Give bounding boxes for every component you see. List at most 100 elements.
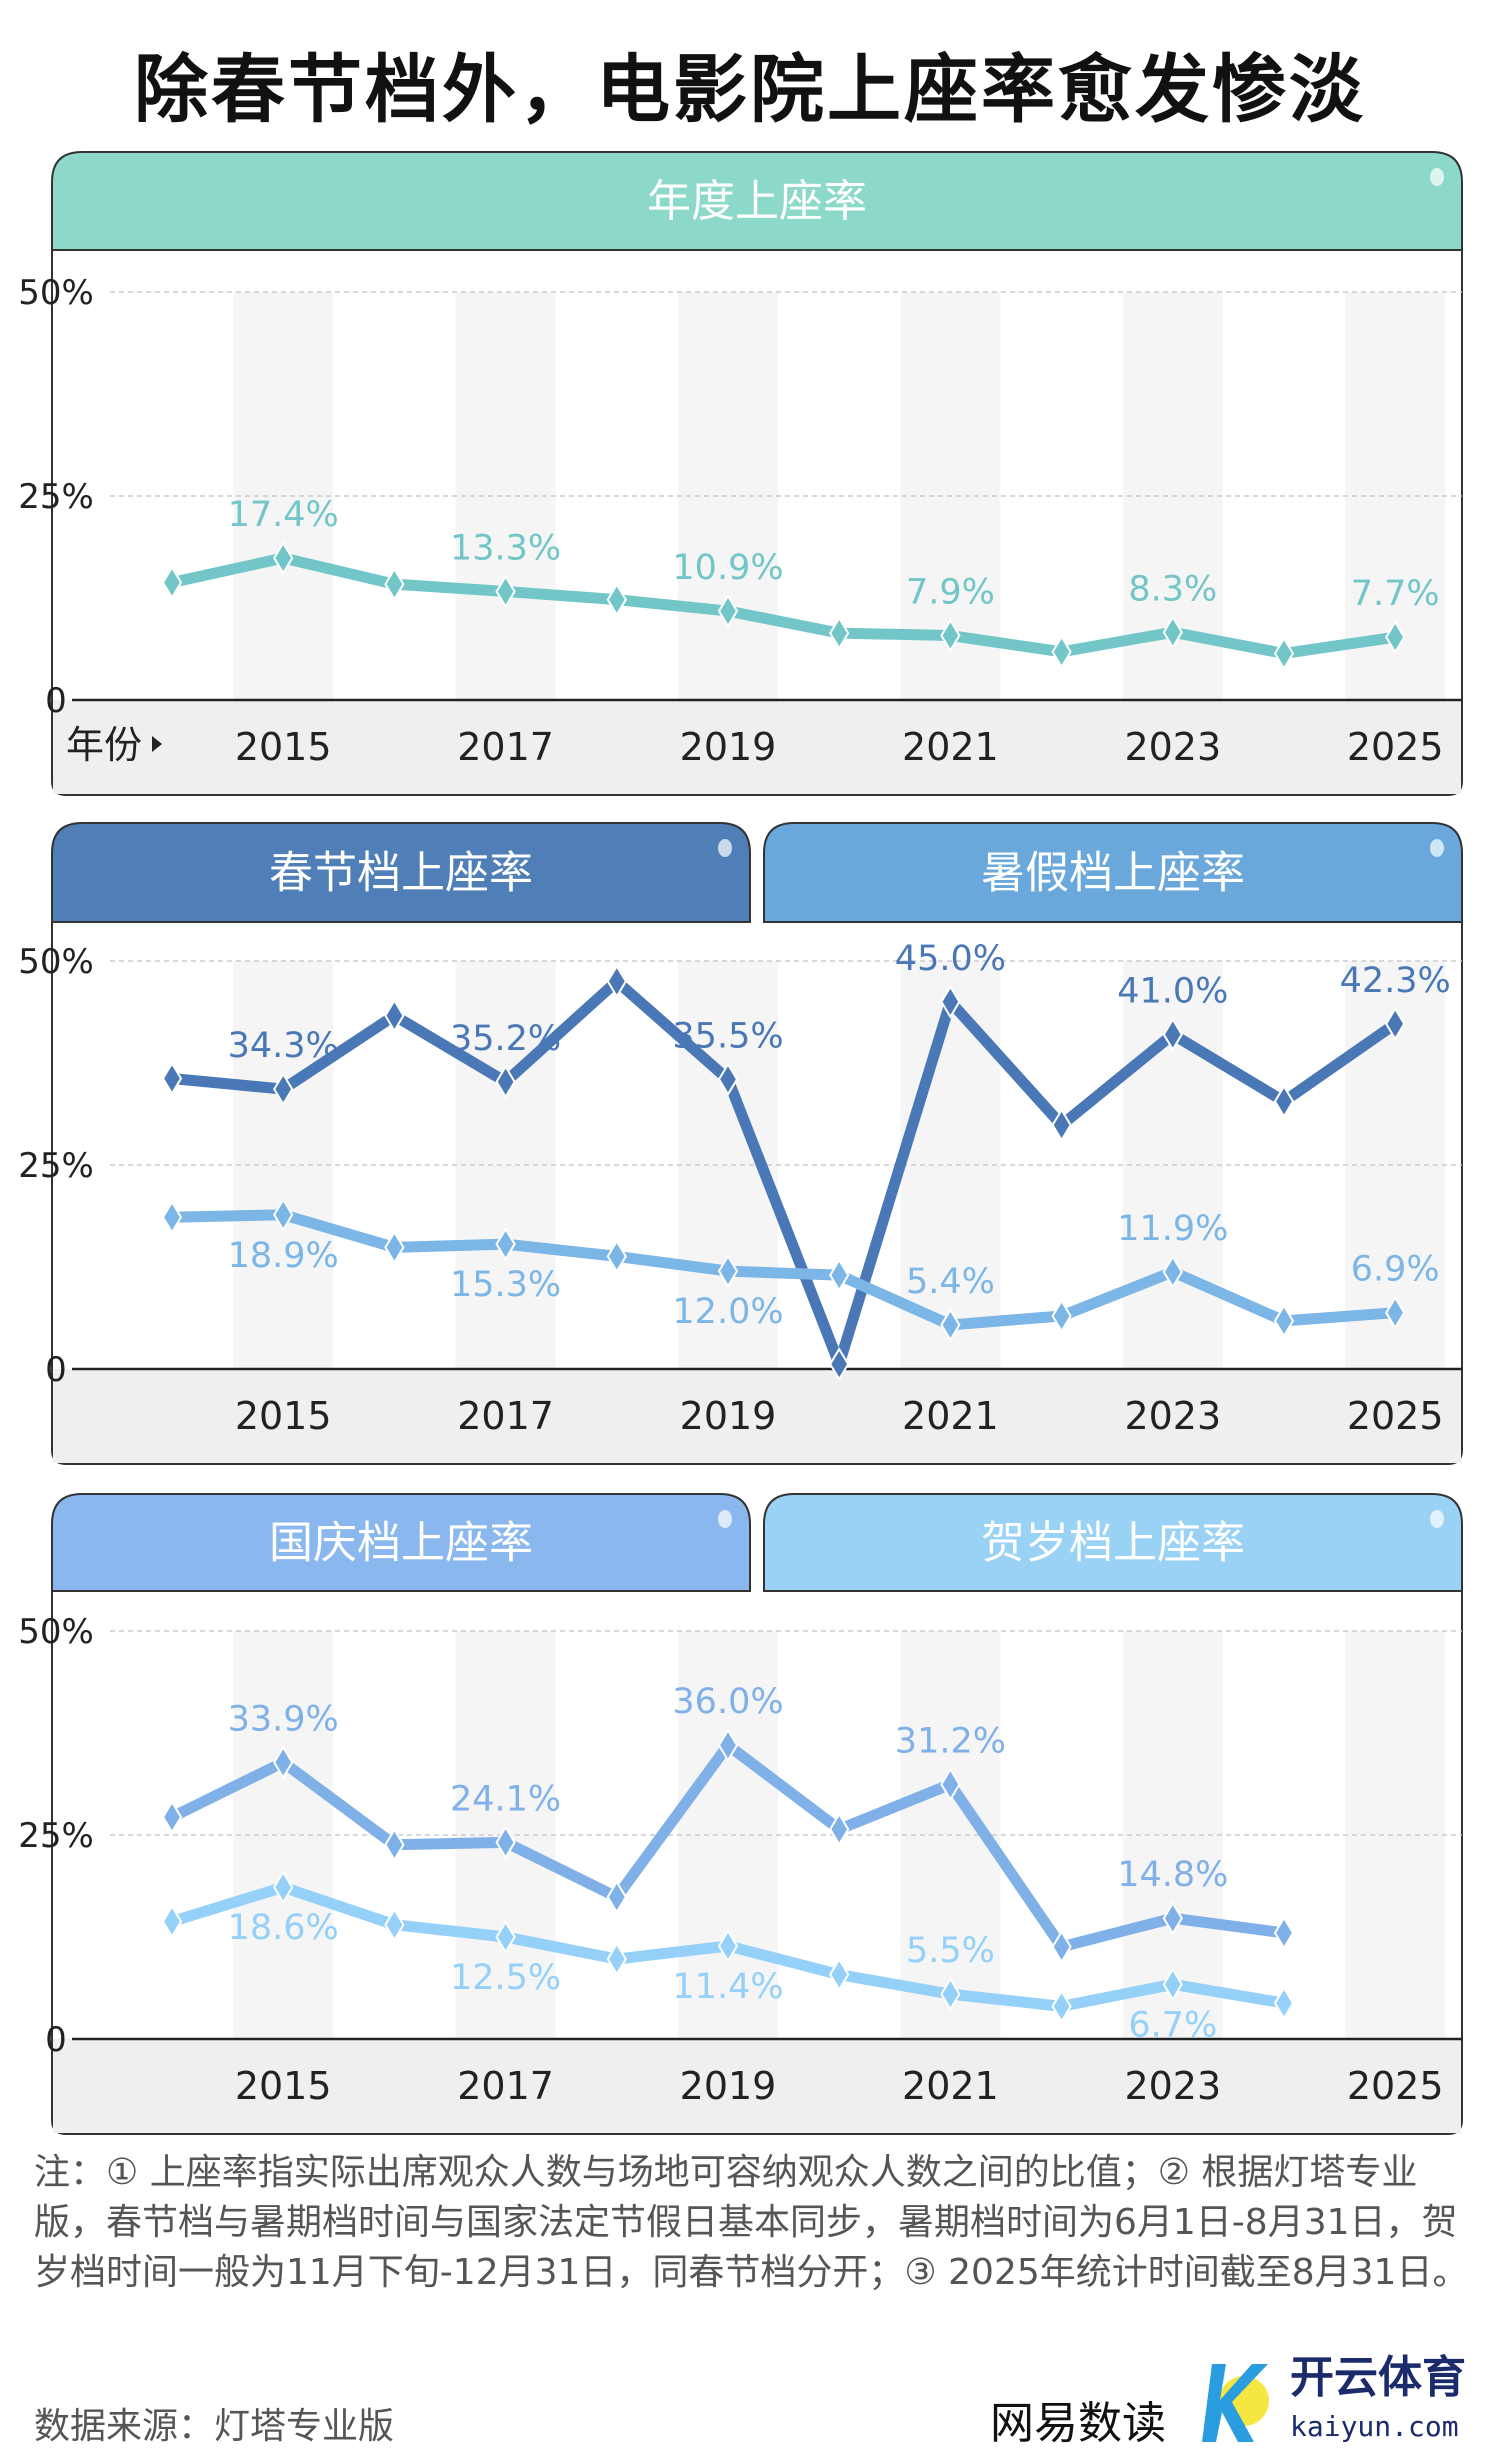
- data-label: 17.4%: [228, 495, 339, 535]
- page-title: 除春节档外，电影院上座率愈发惨淡: [134, 47, 1366, 133]
- data-point: [161, 1200, 183, 1235]
- x-tick-label: 2021: [902, 1394, 999, 1438]
- x-tick-label: 2025: [1347, 1394, 1444, 1438]
- data-point: [1051, 1108, 1072, 1142]
- header-dot-icon: [1430, 839, 1444, 857]
- charts-canvas: 年度上座率 50% 25% 0 2015 2017 2019 2021 2023 2025 年份 17…: [18, 151, 1463, 2135]
- data-point: [606, 582, 627, 617]
- data-point: [1051, 1929, 1072, 1964]
- data-point: [829, 1957, 850, 1992]
- watermark-k-icon: [1202, 2364, 1268, 2442]
- data-point: [384, 1230, 405, 1265]
- data-point: [161, 1800, 183, 1834]
- x-tick-label: 2017: [457, 725, 554, 769]
- column-band: [1345, 1631, 1446, 2039]
- x-tick-label: 2015: [235, 725, 332, 769]
- x-tick-label: 2021: [902, 725, 999, 769]
- data-point: [606, 1942, 627, 1976]
- data-point: [1051, 634, 1072, 669]
- x-tick-label: 2017: [457, 1394, 554, 1438]
- data-label: 12.0%: [672, 1292, 783, 1332]
- data-point: [495, 1064, 516, 1099]
- data-point: [273, 541, 294, 575]
- data-point: [940, 1307, 961, 1342]
- data-point: [940, 618, 961, 653]
- x-axis-band: [53, 2039, 1461, 2133]
- data-point: [161, 565, 183, 600]
- data-point: [273, 1197, 294, 1232]
- data-label: 7.7%: [1351, 574, 1440, 614]
- data-label: 35.2%: [450, 1019, 561, 1059]
- data-point: [1385, 1295, 1406, 1330]
- data-label: 35.5%: [672, 1016, 783, 1056]
- panel-header: [51, 1493, 751, 1592]
- data-label: 10.9%: [672, 548, 783, 588]
- watermark: 开云体育 kaiyun.com: [1190, 2352, 1490, 2456]
- watermark-url: kaiyun.com: [1290, 2410, 1459, 2443]
- data-source: 数据来源：灯塔专业版: [34, 2406, 395, 2447]
- data-label: 15.3%: [450, 1265, 561, 1305]
- data-point: [495, 1825, 516, 1860]
- panel-title: 春节档上座率: [269, 848, 533, 899]
- data-point: [606, 1880, 627, 1914]
- x-tick-label: 2021: [902, 2064, 999, 2108]
- y-tick-label: 25%: [18, 1146, 94, 1186]
- data-label: 41.0%: [1117, 971, 1228, 1011]
- chart-panel: 年度上座率 50% 25% 0 2015 2017 2019 2021 2023 2025 年份 17…: [18, 151, 1463, 796]
- data-point: [829, 1812, 850, 1847]
- x-axis-band: [53, 1369, 1461, 1463]
- data-label: 36.0%: [672, 1682, 783, 1722]
- chart-panel: 春节档上座率 暑假档上座率 50% 25% 0 2015 2017 2019 2021 2023 2…: [18, 822, 1463, 1465]
- y-tick-label: 0: [45, 681, 67, 721]
- data-point: [495, 1920, 516, 1954]
- panel-header: [51, 151, 1463, 251]
- data-point: [273, 1072, 294, 1107]
- watermark-logo-icon: [1190, 2356, 1280, 2446]
- data-point: [1051, 1299, 1072, 1333]
- data-point: [495, 574, 516, 609]
- x-tick-label: 2025: [1347, 2064, 1444, 2108]
- panel-header: [763, 822, 1463, 923]
- data-point: [384, 567, 405, 602]
- x-tick-label: 2019: [680, 2064, 777, 2108]
- data-point: [273, 1870, 294, 1905]
- x-tick-label: 2015: [235, 1394, 332, 1438]
- data-point: [1273, 1084, 1295, 1119]
- data-label: 18.9%: [228, 1236, 339, 1276]
- data-point: [717, 1728, 739, 1763]
- x-tick-label: 2015: [235, 2064, 332, 2108]
- y-tick-label: 50%: [18, 273, 94, 313]
- data-point: [717, 594, 739, 628]
- data-point: [829, 616, 850, 651]
- data-label: 5.4%: [906, 1262, 995, 1302]
- data-point: [1162, 1901, 1183, 1936]
- data-point: [1273, 1303, 1295, 1338]
- data-point: [717, 1929, 739, 1963]
- data-label: 18.6%: [228, 1908, 339, 1948]
- data-point: [384, 1907, 405, 1942]
- header-dot-icon: [1430, 1510, 1444, 1528]
- panel-header: [763, 1493, 1463, 1592]
- series-line: [171, 975, 1399, 1370]
- x-axis-label: 年份: [66, 723, 142, 767]
- data-point: [717, 1062, 739, 1097]
- data-point: [384, 1827, 405, 1862]
- data-point: [940, 1977, 961, 2012]
- y-tick-label: 25%: [18, 1816, 94, 1856]
- x-tick-label: 2023: [1124, 1394, 1221, 1438]
- data-point: [1273, 636, 1295, 671]
- data-point: [940, 984, 961, 1019]
- panel-title: 暑假档上座率: [981, 848, 1245, 899]
- y-tick-label: 0: [45, 2020, 67, 2060]
- data-label: 34.3%: [228, 1026, 339, 1066]
- data-label: 5.5%: [906, 1931, 995, 1971]
- data-label: 11.4%: [672, 1967, 783, 2007]
- data-point: [273, 1745, 294, 1780]
- data-point: [1162, 1967, 1183, 2002]
- panel-header: [51, 822, 751, 923]
- x-tick-label: 2019: [680, 725, 777, 769]
- x-axis-band: [53, 700, 1461, 794]
- data-point: [1051, 1989, 1072, 2024]
- data-label: 13.3%: [450, 528, 561, 568]
- data-label: 45.0%: [895, 939, 1006, 979]
